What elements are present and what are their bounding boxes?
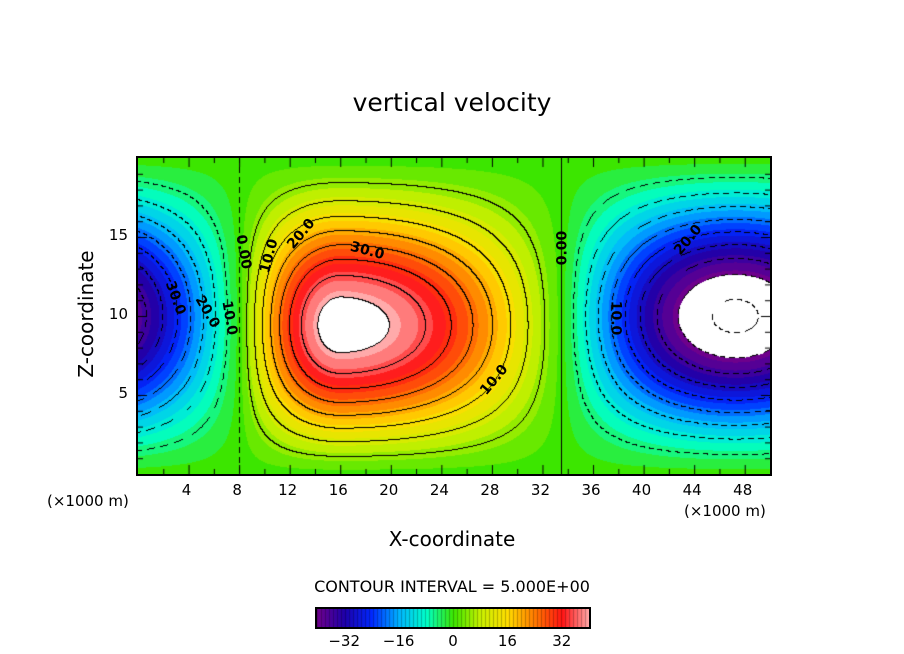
colorbar-tick-label: 16 <box>497 632 517 650</box>
colorbar-tick-label: −16 <box>382 632 415 650</box>
colorbar-tick-label: −32 <box>328 632 361 650</box>
x-tick-label: 32 <box>530 481 551 499</box>
x-tick-label: 12 <box>278 481 298 499</box>
x-tick-label: 4 <box>181 481 192 499</box>
x-axis-label: X-coordinate <box>0 527 904 551</box>
x-unit-right: (×1000 m) <box>684 502 766 520</box>
y-tick-label: 10 <box>108 305 128 323</box>
contour-label: 10.0 <box>607 300 624 336</box>
contour-interval-label: CONTOUR INTERVAL = 5.000E+00 <box>314 577 590 596</box>
colorbar <box>315 607 591 629</box>
x-tick-label: 44 <box>682 481 702 499</box>
x-tick-label: 28 <box>480 481 500 499</box>
x-axis-label-text: X-coordinate <box>388 527 516 551</box>
y-tick-label: 5 <box>118 384 128 402</box>
x-unit-left: (×1000 m) <box>47 492 129 510</box>
x-tick-label: 16 <box>328 481 348 499</box>
contour-label: 0.00 <box>554 230 571 266</box>
chart-title: vertical velocity <box>352 88 552 117</box>
x-tick-label: 20 <box>379 481 399 499</box>
y-axis-label: Z-coordinate <box>74 250 98 378</box>
x-tick-label: 48 <box>733 481 753 499</box>
colorbar-tick-label: 0 <box>448 632 458 650</box>
x-tick-label: 24 <box>429 481 449 499</box>
y-tick-label: 15 <box>108 226 128 244</box>
x-tick-label: 8 <box>232 481 242 499</box>
x-tick-label: 40 <box>632 481 652 499</box>
x-tick-label: 36 <box>581 481 601 499</box>
colorbar-tick-label: 32 <box>552 632 572 650</box>
contour-field <box>136 156 772 476</box>
